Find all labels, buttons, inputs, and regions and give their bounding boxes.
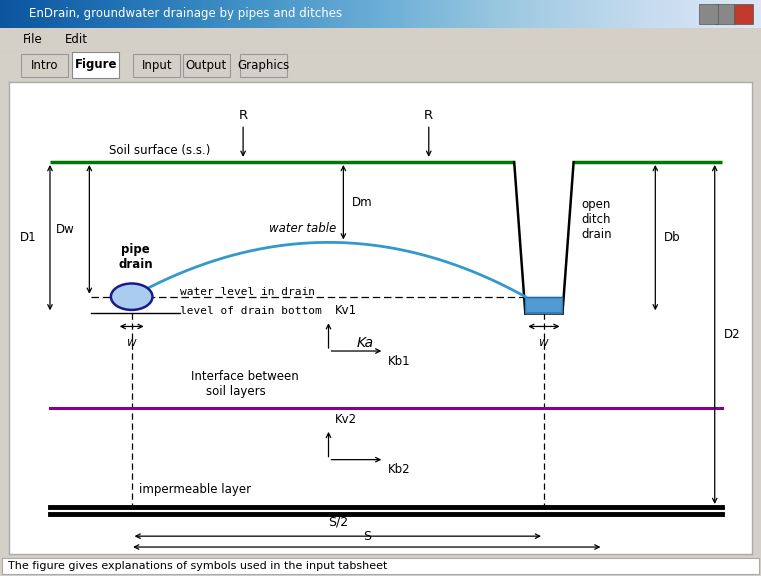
FancyBboxPatch shape [72,52,119,78]
Text: D1: D1 [20,231,37,244]
Text: Db: Db [664,231,681,244]
Text: Kb2: Kb2 [388,464,410,476]
Text: S/2: S/2 [328,516,348,529]
Bar [2,558,759,574]
FancyBboxPatch shape [240,54,287,77]
Text: D2: D2 [724,328,740,341]
Text: The figure gives explanations of symbols used in the input tabsheet: The figure gives explanations of symbols… [8,561,387,571]
FancyBboxPatch shape [183,54,230,77]
Text: R: R [238,109,247,122]
Text: Edit: Edit [65,33,88,46]
Text: Kb1: Kb1 [388,355,410,368]
Bar [715,4,734,24]
Text: water level in drain: water level in drain [180,287,315,297]
Text: open
ditch
drain: open ditch drain [581,198,612,241]
Text: level of drain bottom: level of drain bottom [180,306,322,316]
Text: Dw: Dw [56,223,75,236]
Bar [699,4,718,24]
Text: Intro: Intro [31,59,59,71]
Text: w: w [127,336,136,349]
Text: Input: Input [142,59,172,71]
Text: Figure: Figure [75,58,117,71]
Polygon shape [525,297,562,313]
Text: pipe
drain: pipe drain [118,242,153,271]
Text: Soil surface (s.s.): Soil surface (s.s.) [110,145,211,157]
FancyBboxPatch shape [21,54,68,77]
Text: Graphics: Graphics [237,59,289,71]
Text: R: R [424,109,433,122]
Text: S: S [363,530,371,543]
Text: Interface between
    soil layers: Interface between soil layers [191,370,299,398]
Text: Kv2: Kv2 [334,412,357,426]
Text: w: w [539,336,549,349]
Text: EnDrain, groundwater drainage by pipes and ditches: EnDrain, groundwater drainage by pipes a… [29,7,342,20]
Circle shape [111,283,152,310]
Text: impermeable layer: impermeable layer [139,483,251,497]
Text: Dm: Dm [352,196,373,209]
Text: Kv1: Kv1 [334,304,357,317]
Text: water table: water table [269,222,336,235]
Text: Output: Output [186,59,227,71]
Bar [734,4,753,24]
Text: Ka: Ka [357,336,374,350]
Text: File: File [23,33,43,46]
FancyBboxPatch shape [133,54,180,77]
